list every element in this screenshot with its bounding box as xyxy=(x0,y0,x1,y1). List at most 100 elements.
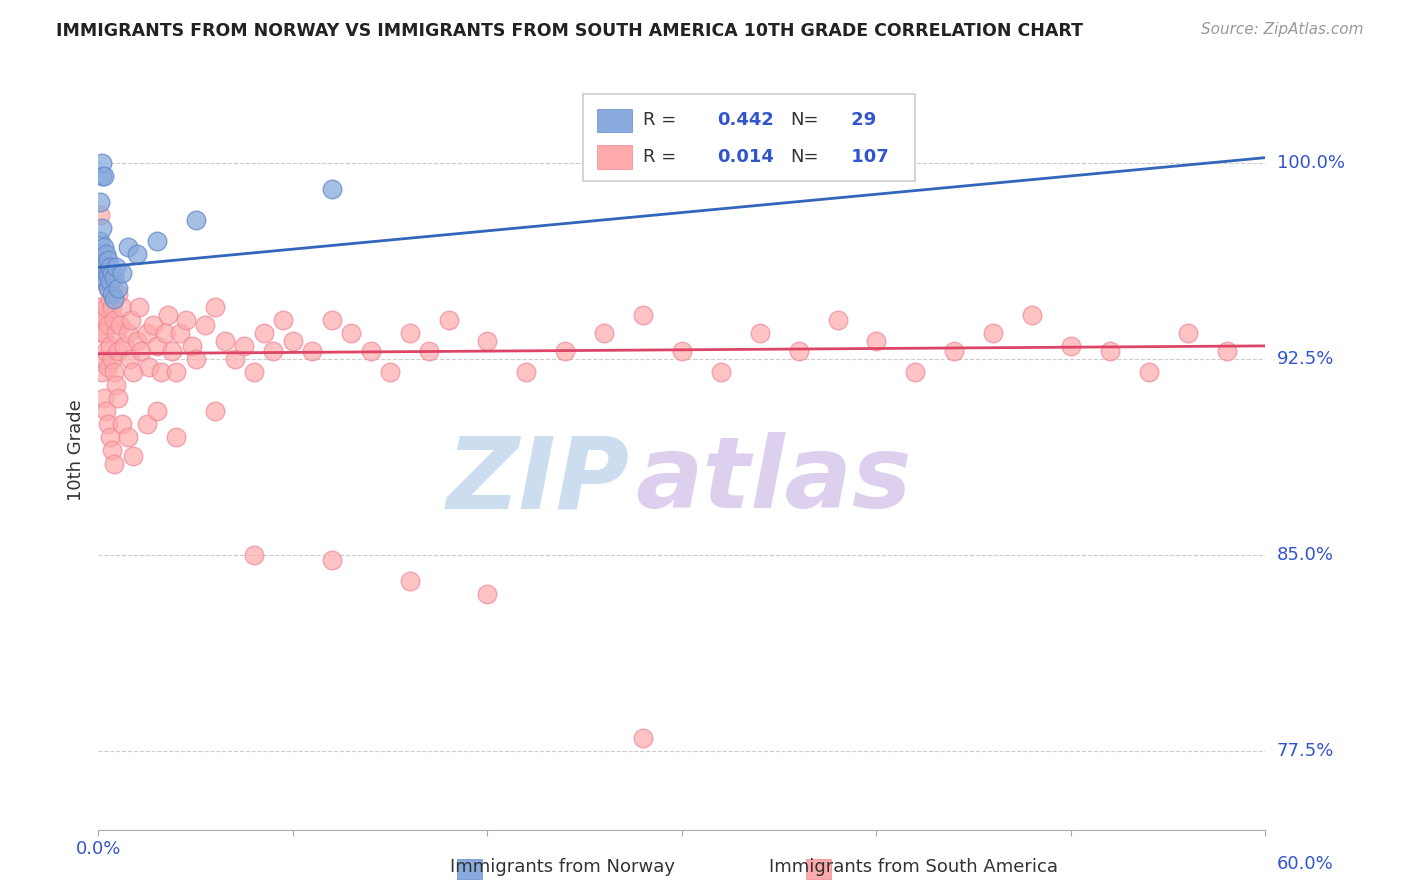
Bar xyxy=(596,145,631,169)
Point xyxy=(111,266,134,280)
Point xyxy=(515,365,537,379)
Text: 29: 29 xyxy=(845,112,876,129)
Point xyxy=(904,365,927,379)
Point xyxy=(97,281,120,295)
Point xyxy=(98,292,121,306)
Point xyxy=(91,169,114,183)
Point xyxy=(671,344,693,359)
Point xyxy=(981,326,1004,340)
Point xyxy=(224,351,246,366)
Point xyxy=(122,449,145,463)
Point xyxy=(91,260,114,275)
Point xyxy=(98,273,121,287)
Point xyxy=(281,334,304,348)
Point xyxy=(108,318,131,332)
Y-axis label: 10th Grade: 10th Grade xyxy=(66,400,84,501)
Point xyxy=(101,266,124,280)
Point xyxy=(104,260,127,275)
Point xyxy=(107,286,129,301)
Point xyxy=(243,548,266,562)
Point xyxy=(128,300,150,314)
Point xyxy=(89,208,111,222)
Point xyxy=(103,457,125,471)
Point xyxy=(89,300,111,314)
Point xyxy=(127,334,149,348)
Point xyxy=(91,312,114,326)
Point xyxy=(214,334,236,348)
Point xyxy=(631,731,654,745)
Point xyxy=(103,292,125,306)
Point xyxy=(146,235,169,249)
Point xyxy=(117,430,139,444)
Point xyxy=(204,300,226,314)
Point xyxy=(827,312,849,326)
Point xyxy=(340,326,363,340)
Point xyxy=(117,326,139,340)
Point xyxy=(149,365,172,379)
Point xyxy=(253,326,276,340)
Point xyxy=(477,587,499,601)
Point xyxy=(477,334,499,348)
Point xyxy=(98,260,121,275)
Point xyxy=(136,417,159,432)
Point xyxy=(710,365,733,379)
Point xyxy=(96,247,118,261)
Point xyxy=(157,308,180,322)
Point xyxy=(262,344,284,359)
Point xyxy=(104,378,127,392)
Point xyxy=(93,308,115,322)
Point xyxy=(96,300,118,314)
Point xyxy=(93,239,115,253)
Point xyxy=(101,286,124,301)
Point xyxy=(101,300,124,314)
Point xyxy=(111,417,134,432)
Text: 60.0%: 60.0% xyxy=(1277,855,1333,872)
Point xyxy=(180,339,202,353)
Point xyxy=(89,235,111,249)
Point xyxy=(107,281,129,295)
Point xyxy=(321,312,343,326)
Point xyxy=(97,417,120,432)
Text: atlas: atlas xyxy=(636,433,911,529)
Point xyxy=(129,344,152,359)
Point xyxy=(93,266,115,280)
Point xyxy=(169,326,191,340)
Point xyxy=(93,273,115,287)
Text: 107: 107 xyxy=(845,148,889,166)
Point xyxy=(98,430,121,444)
Point xyxy=(631,308,654,322)
Text: N=: N= xyxy=(790,112,818,129)
Point xyxy=(146,339,169,353)
Point xyxy=(136,326,159,340)
Point xyxy=(360,344,382,359)
Point xyxy=(146,404,169,418)
Point xyxy=(96,344,118,359)
Text: 77.5%: 77.5% xyxy=(1277,742,1334,760)
Text: 92.5%: 92.5% xyxy=(1277,350,1334,368)
Point xyxy=(93,326,115,340)
Point xyxy=(97,268,120,283)
Point xyxy=(122,365,145,379)
Point xyxy=(101,443,124,458)
Point xyxy=(97,359,120,374)
Point xyxy=(104,326,127,340)
Point xyxy=(89,195,111,210)
Point xyxy=(398,574,420,589)
Text: Immigrants from South America: Immigrants from South America xyxy=(769,858,1059,876)
Text: N=: N= xyxy=(790,148,818,166)
Point xyxy=(96,260,118,275)
Point xyxy=(97,281,120,295)
Point xyxy=(96,404,118,418)
Text: 0.442: 0.442 xyxy=(717,112,773,129)
Point xyxy=(184,213,207,227)
Text: 0.014: 0.014 xyxy=(717,148,773,166)
Point xyxy=(437,312,460,326)
Point xyxy=(243,365,266,379)
Point xyxy=(96,260,118,275)
Text: R =: R = xyxy=(644,112,682,129)
Point xyxy=(121,312,143,326)
Point xyxy=(1215,344,1237,359)
Point xyxy=(174,312,197,326)
Point xyxy=(162,344,184,359)
Point xyxy=(93,391,115,405)
